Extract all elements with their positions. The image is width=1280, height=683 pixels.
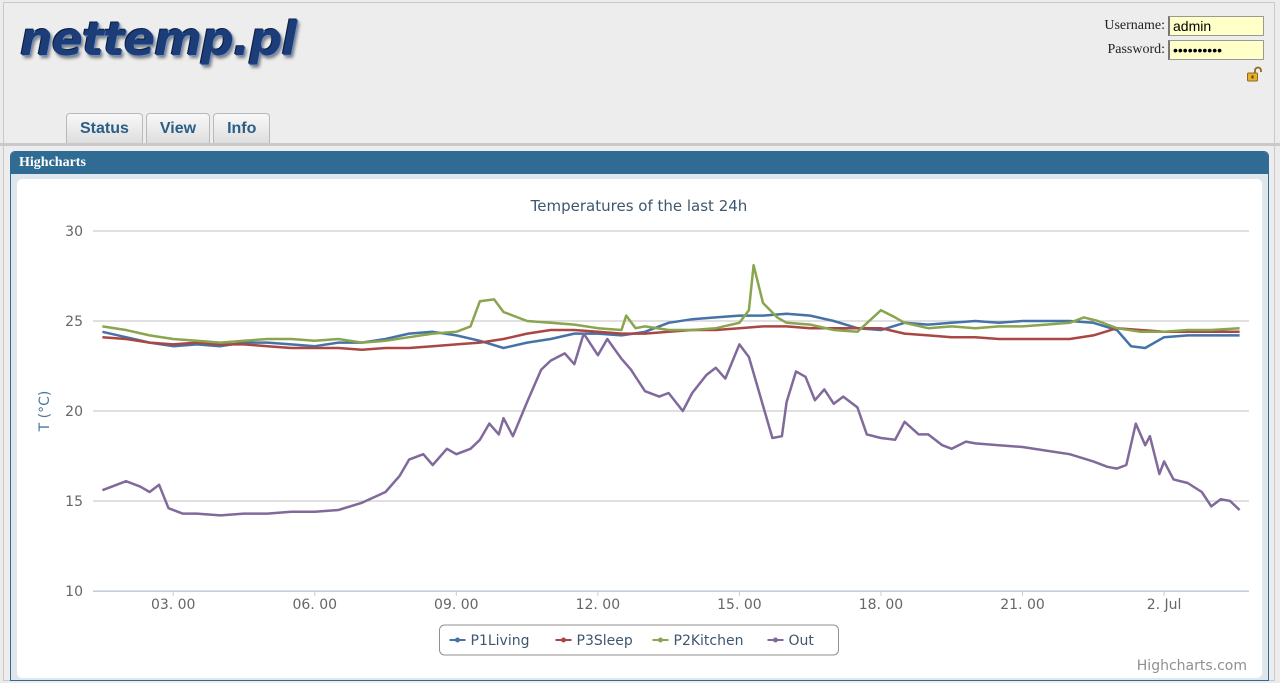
x-tick-label: 21. 00	[1000, 597, 1045, 613]
series-line-p3sleep	[102, 325, 1240, 352]
legend-symbol-marker	[455, 637, 460, 643]
grid-lines	[93, 230, 1249, 592]
x-tick-label: 09. 00	[434, 597, 479, 613]
legend-item-out[interactable]: Out	[789, 633, 815, 649]
legend-item-p2kitchen[interactable]: P2Kitchen	[674, 633, 744, 649]
site-logo[interactable]: nettemp.pl	[20, 12, 297, 66]
chart-panel: Highcharts Temperatures of the last 24h …	[10, 151, 1269, 681]
password-input[interactable]	[1168, 40, 1264, 60]
chart-title: Temperatures of the last 24h	[530, 197, 748, 215]
legend-item-p1living[interactable]: P1Living	[471, 633, 530, 649]
unlock-icon[interactable]	[1246, 66, 1262, 82]
username-row: Username:	[1104, 14, 1264, 38]
x-tick-label: 15. 00	[717, 597, 762, 613]
y-axis-label: T (°C)	[37, 391, 53, 433]
legend-symbol-marker	[658, 637, 663, 643]
nav-tabs: Status View Info	[66, 113, 273, 143]
series-line-out	[101, 332, 1241, 517]
chart-container: Temperatures of the last 24h T (°C) 10 15…	[17, 179, 1262, 678]
x-tick-label: 06. 00	[292, 597, 337, 613]
legend-symbol-marker	[561, 637, 566, 643]
credits-link[interactable]: Highcharts.com	[1137, 658, 1247, 674]
temperature-chart: Temperatures of the last 24h T (°C) 10 15…	[37, 197, 1249, 674]
series-lines	[101, 263, 1241, 517]
y-tick-label: 25	[65, 314, 83, 330]
x-tick-label: 03. 00	[151, 597, 196, 613]
legend-box	[439, 624, 839, 656]
y-tick-label: 15	[65, 494, 83, 510]
y-tick-label: 30	[65, 224, 83, 240]
x-tick-label: 2. Jul	[1147, 597, 1182, 613]
tab-status[interactable]: Status	[66, 113, 143, 143]
x-axis: 03. 00 06. 00 09. 00 12. 00 15. 00 18. 00 21. …	[93, 591, 1249, 613]
tab-info[interactable]: Info	[213, 113, 271, 143]
username-input[interactable]	[1168, 16, 1264, 36]
y-tick-labels: 10 15 20 25 30	[65, 224, 83, 600]
x-tick-label: 18. 00	[859, 597, 904, 613]
chart-legend: P1Living P3Sleep P2Kitchen Out	[439, 624, 839, 656]
legend-symbol-marker	[773, 637, 778, 643]
series-line-p1living	[102, 312, 1240, 350]
login-form: Username: Password:	[1104, 14, 1264, 82]
username-label: Username:	[1104, 18, 1165, 33]
panel-title: Highcharts	[11, 152, 1268, 174]
y-tick-label: 10	[65, 584, 83, 600]
password-row: Password:	[1104, 38, 1264, 62]
tab-view[interactable]: View	[145, 113, 211, 143]
password-label: Password:	[1107, 42, 1165, 57]
tabs-divider	[0, 143, 1280, 146]
series-line-p2kitchen	[102, 263, 1240, 344]
legend-item-p3sleep[interactable]: P3Sleep	[577, 633, 633, 649]
y-tick-label: 20	[65, 404, 83, 420]
x-tick-label: 12. 00	[576, 597, 621, 613]
